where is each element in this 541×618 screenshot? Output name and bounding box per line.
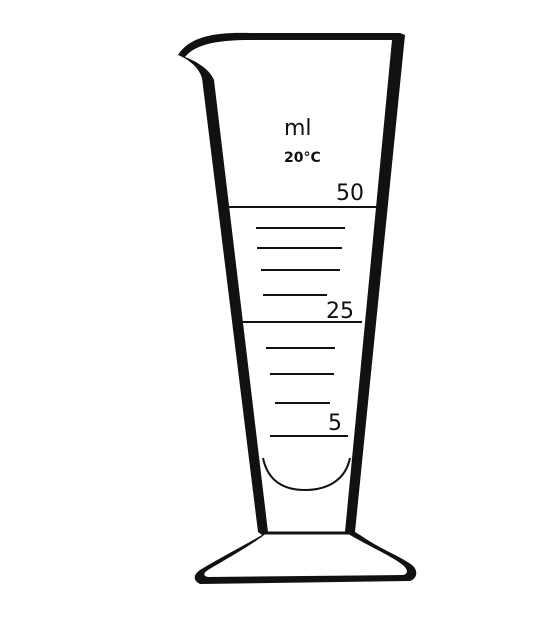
scale-label-5: 5 (328, 411, 342, 436)
vessel-cavity (185, 40, 407, 577)
temperature-label: 20°C (284, 150, 321, 166)
bore-bottom-curve (262, 457, 351, 492)
unit-label: ml (284, 116, 312, 141)
scale-label-25: 25 (326, 299, 354, 324)
scale-label-50: 50 (336, 181, 364, 206)
